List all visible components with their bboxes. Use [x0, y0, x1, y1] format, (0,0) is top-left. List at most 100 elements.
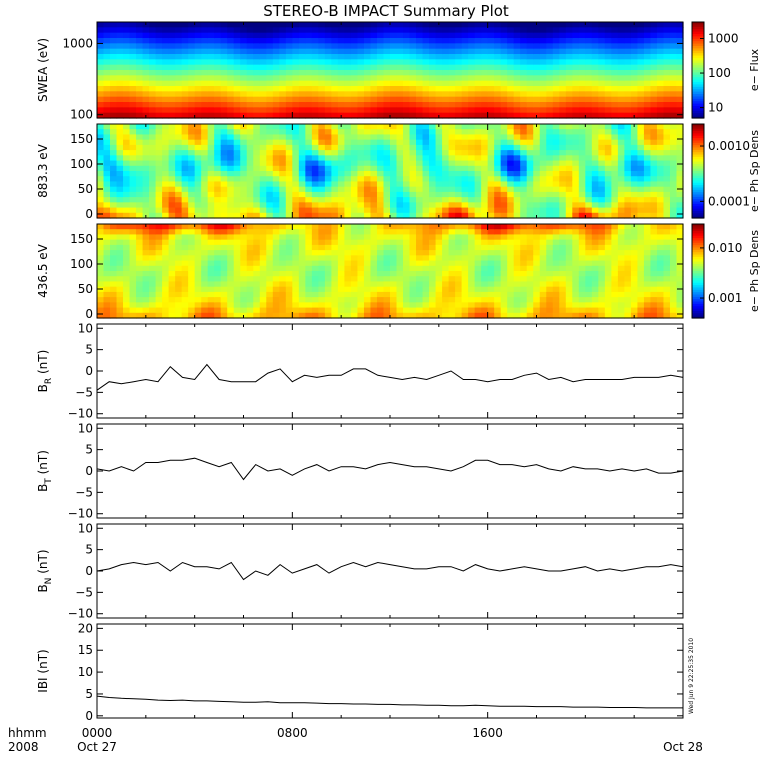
spectrogram-cell — [429, 96, 437, 103]
spectrogram-cell — [396, 59, 404, 66]
spectrogram-cell — [129, 307, 137, 314]
spectrogram-cell — [129, 102, 137, 108]
colorbar-swatch — [692, 60, 704, 64]
spectrogram-cell — [520, 260, 528, 267]
spectrogram-cell — [494, 112, 502, 119]
spectrogram-cell — [175, 129, 183, 136]
spectrogram-cell — [552, 197, 560, 203]
spectrogram-cell — [272, 197, 280, 203]
spectrogram-cell — [149, 150, 157, 156]
spectrogram-cell — [110, 244, 118, 251]
colorbar-swatch — [692, 65, 704, 69]
spectrogram-cell — [370, 96, 378, 103]
spectrogram-cell — [604, 312, 612, 319]
spectrogram-cell — [507, 307, 515, 314]
spectrogram-cell — [162, 239, 170, 246]
spectrogram-cell — [97, 181, 105, 188]
spectrogram-cell — [481, 59, 489, 66]
spectrogram-cell — [207, 250, 215, 256]
spectrogram-cell — [422, 250, 430, 256]
spectrogram-cell — [214, 197, 222, 203]
spectrogram-cell — [350, 112, 359, 119]
spectrogram-cell — [676, 144, 684, 151]
spectrogram-cell — [129, 271, 137, 277]
spectrogram-cell — [285, 112, 293, 119]
spectrogram-cell — [643, 59, 652, 66]
spectrogram-cell — [259, 27, 267, 34]
spectrogram-cell — [136, 102, 144, 108]
spectrogram-cell — [110, 80, 118, 87]
spectrogram-cell — [246, 59, 254, 66]
spectrogram-cell — [435, 291, 443, 298]
spectrogram-cell — [266, 134, 274, 141]
spectrogram-cell — [168, 134, 176, 141]
spectrogram-cell — [149, 64, 157, 71]
spectrogram-cell — [429, 244, 437, 251]
spectrogram-cell — [539, 165, 547, 172]
spectrogram-cell — [559, 186, 567, 193]
spectrogram-cell — [136, 265, 144, 272]
spectrogram-cell — [604, 38, 612, 44]
colorbar-swatch — [692, 173, 704, 177]
spectrogram-cell — [520, 197, 528, 203]
spectrogram-cell — [194, 124, 202, 130]
spectrogram-cell — [442, 102, 450, 108]
spectrogram-cell — [285, 134, 293, 141]
spectrogram-cell — [305, 297, 313, 303]
spectrogram-cell — [142, 302, 150, 309]
spectrogram-cell — [357, 144, 365, 151]
spectrogram-cell — [669, 139, 678, 146]
spectrogram-cell — [650, 102, 658, 108]
spectrogram-cell — [390, 229, 398, 236]
spectrogram-cell — [123, 124, 131, 130]
spectrogram-cell — [585, 197, 593, 203]
spectrogram-cell — [396, 281, 404, 288]
spectrogram-cell — [233, 212, 241, 219]
spectrogram-cell — [233, 22, 241, 28]
spectrogram-cell — [350, 229, 359, 236]
spectrogram-cell — [259, 291, 267, 298]
spectrogram-cell — [598, 297, 606, 303]
spectrogram-cell — [129, 112, 137, 119]
spectrogram-cell — [481, 244, 489, 251]
spectrogram-cell — [253, 102, 261, 108]
spectrogram-cell — [598, 32, 606, 39]
spectrogram-cell — [376, 202, 385, 209]
spectrogram-cell — [448, 265, 456, 272]
spectrogram-cell — [272, 165, 280, 172]
spectrogram-cell — [474, 286, 482, 293]
spectrogram-cell — [246, 224, 254, 230]
colorbar-swatch — [692, 149, 704, 153]
spectrogram-cell — [669, 75, 678, 82]
spectrogram-cell — [129, 129, 137, 136]
spectrogram-cell — [383, 54, 391, 60]
spectrogram-cell — [383, 155, 391, 162]
spectrogram-cell — [624, 96, 632, 103]
spectrogram-cell — [136, 59, 144, 66]
spectrogram-cell — [337, 96, 346, 103]
spectrogram-cell — [123, 212, 131, 219]
spectrogram-cell — [116, 197, 124, 203]
spectrogram-cell — [298, 124, 306, 130]
spectrogram-cell — [611, 234, 619, 241]
spectrogram-cell — [409, 96, 417, 103]
spectrogram-cell — [585, 181, 593, 188]
spectrogram-cell — [455, 176, 463, 183]
spectrogram-cell — [598, 112, 606, 119]
spectrogram-cell — [416, 234, 424, 241]
spectrogram-cell — [259, 112, 267, 119]
spectrogram-cell — [539, 112, 547, 119]
spectrogram-cell — [656, 124, 665, 130]
spectrogram-cell — [305, 181, 313, 188]
spectrogram-cell — [591, 59, 599, 66]
spectrogram-cell — [552, 229, 560, 236]
spectrogram-cell — [175, 239, 183, 246]
spectrogram-cell — [220, 244, 228, 251]
spectrogram-cell — [201, 91, 209, 98]
spectrogram-cell — [546, 212, 554, 219]
spectrogram-cell — [656, 150, 665, 156]
spectrogram-cell — [272, 124, 280, 130]
spectrogram-cell — [136, 260, 144, 267]
spectrogram-cell — [318, 144, 326, 151]
spectrogram-cell — [292, 27, 300, 34]
